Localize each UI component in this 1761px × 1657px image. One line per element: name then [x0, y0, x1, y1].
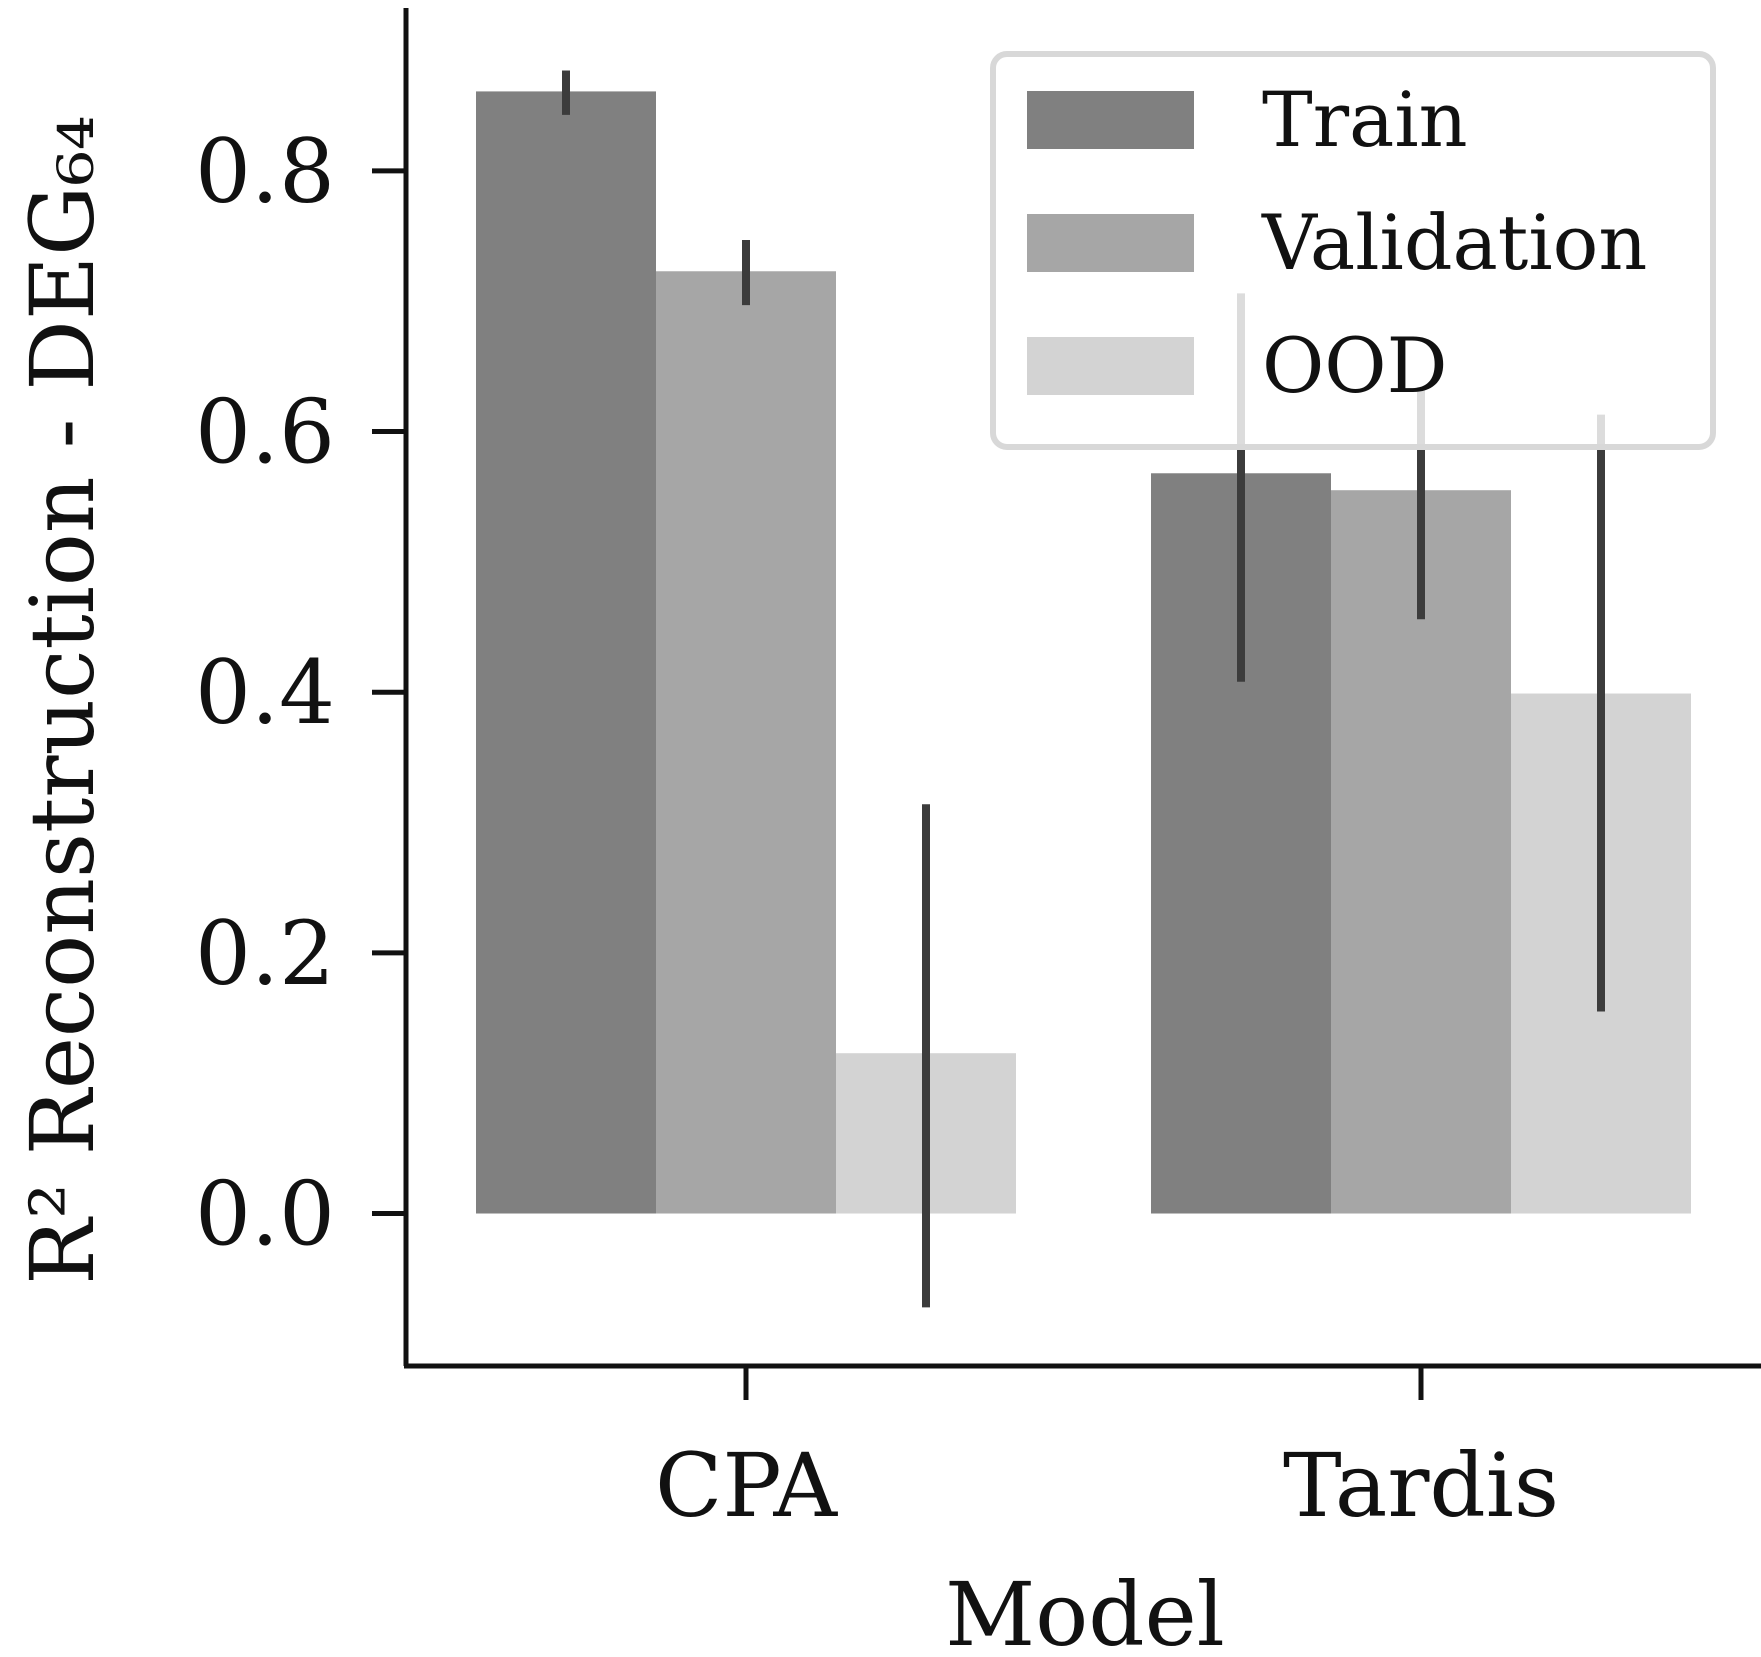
x-axis-title: Model [945, 1563, 1225, 1657]
y-tick-label-0: 0.0 [195, 1163, 335, 1266]
x-tick-label-tardis: Tardis [1283, 1434, 1559, 1537]
bar-cpa-validation [656, 271, 836, 1214]
legend-swatch-ood [1027, 337, 1194, 395]
y-axis-title: R² Reconstruction - DEG₆₄ [11, 115, 114, 1285]
axes [403, 8, 1761, 1369]
x-ticks: CPA Tardis [655, 1366, 1559, 1537]
y-tick-label-2: 0.4 [195, 641, 335, 744]
y-tick-label-3: 0.6 [195, 381, 335, 484]
legend-label-ood: OOD [1262, 321, 1448, 410]
legend-label-validation: Validation [1261, 198, 1647, 287]
y-ticks: 0.0 0.2 0.4 0.6 0.8 [195, 120, 406, 1266]
legend-swatch-train [1027, 91, 1194, 149]
legend-label-train: Train [1262, 75, 1468, 164]
y-tick-label-4: 0.8 [195, 120, 335, 223]
legend-swatch-validation [1027, 214, 1194, 272]
bar-cpa-train [476, 91, 656, 1214]
x-tick-label-cpa: CPA [655, 1434, 838, 1537]
legend: Train Validation OOD [990, 51, 1716, 450]
y-tick-label-1: 0.2 [195, 902, 335, 1005]
